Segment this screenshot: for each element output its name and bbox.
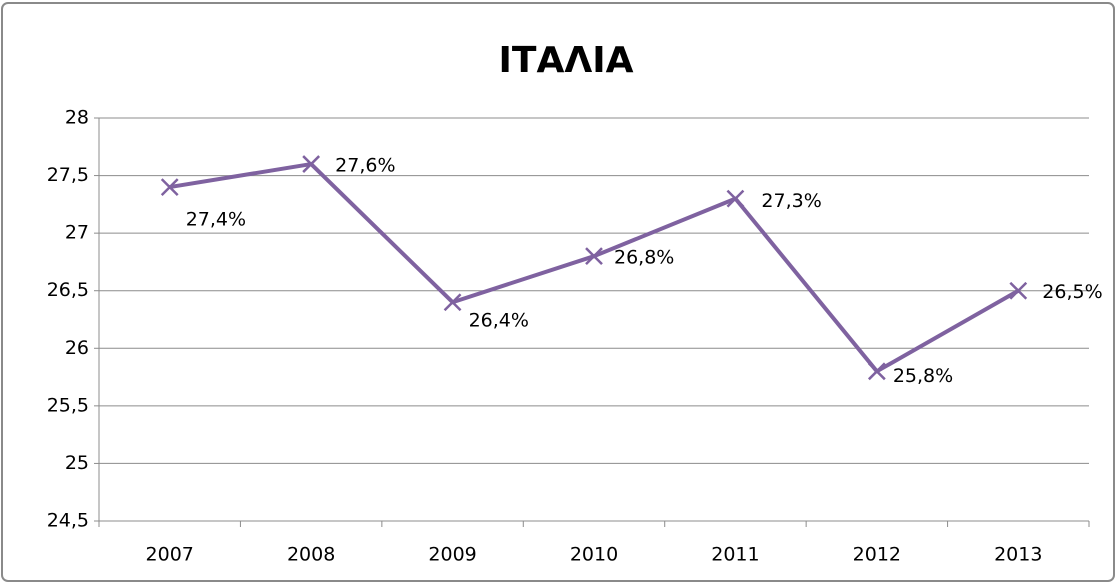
y-tick-label: 24,5	[47, 510, 89, 532]
x-tick-label: 2008	[287, 544, 335, 566]
data-label: 25,8%	[893, 365, 953, 387]
marker	[1009, 281, 1028, 300]
data-label: 26,8%	[614, 247, 674, 269]
y-tick-label: 25	[65, 452, 89, 474]
y-tick-label: 27	[65, 222, 89, 244]
y-tick-label: 26,5	[47, 279, 89, 301]
marker	[443, 293, 462, 312]
data-label: 27,6%	[335, 155, 395, 177]
y-tick-label: 28	[65, 107, 89, 129]
x-tick-label: 2009	[428, 544, 476, 566]
x-tick-label: 2011	[711, 544, 759, 566]
marker	[302, 155, 321, 173]
x-tick-label: 2007	[146, 544, 194, 566]
data-label: 27,3%	[761, 190, 821, 212]
x-tick-label: 2012	[853, 544, 901, 566]
data-label: 26,5%	[1042, 281, 1102, 303]
y-tick-label: 26	[65, 337, 89, 359]
marker	[160, 178, 179, 196]
chart-title: ΙΤΑΛΙΑ	[499, 40, 634, 81]
y-tick-label: 27,5	[47, 164, 89, 186]
data-label: 27,4%	[186, 209, 246, 231]
y-tick-label: 25,5	[47, 394, 89, 416]
data-label: 26,4%	[469, 310, 529, 332]
marker	[867, 362, 886, 381]
marker	[726, 189, 745, 208]
marker	[585, 247, 603, 266]
x-tick-label: 2010	[570, 544, 618, 566]
x-tick-label: 2013	[994, 544, 1042, 566]
